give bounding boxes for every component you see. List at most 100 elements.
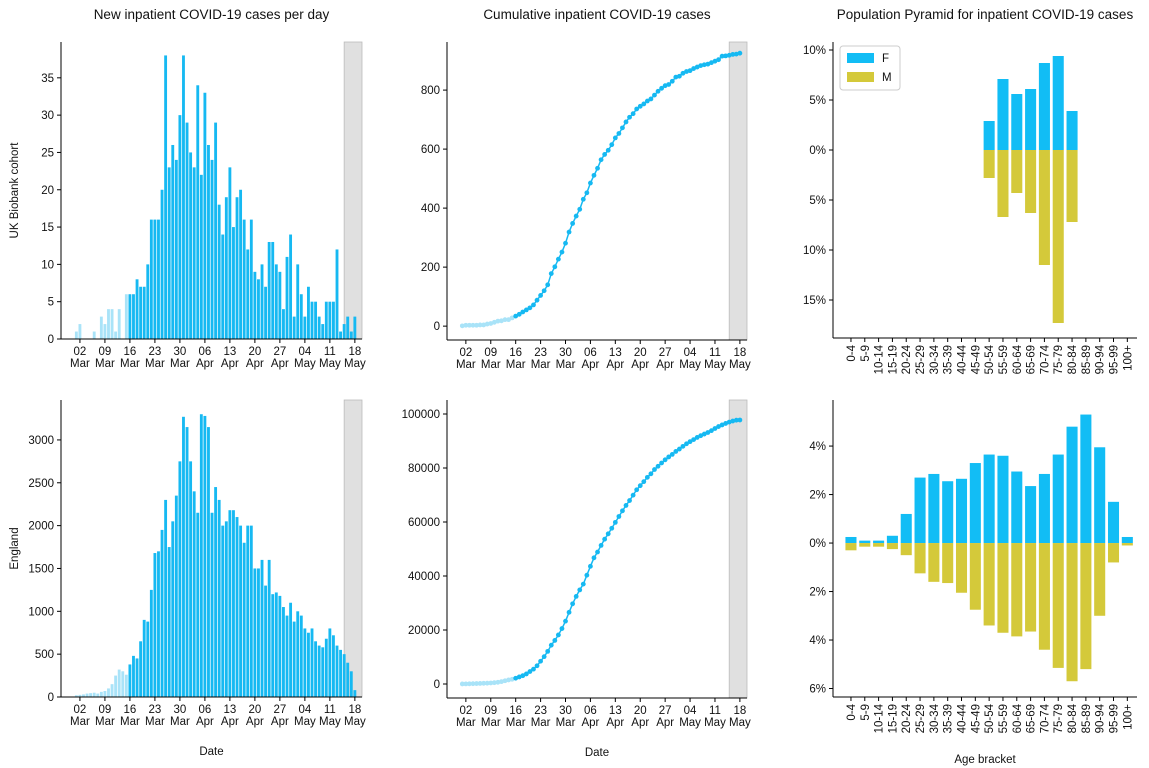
y-tick-label: 20 [41, 185, 54, 197]
point [616, 131, 622, 136]
point [467, 681, 472, 687]
bar [210, 159, 214, 339]
bar [1107, 501, 1120, 544]
bar [110, 309, 114, 339]
point [506, 677, 511, 683]
x-tick-label: 23 Mar [531, 347, 551, 371]
point [580, 581, 586, 587]
bar [164, 499, 168, 697]
bar [235, 517, 239, 697]
x-tick-label: 25-29 [915, 704, 927, 733]
point [627, 114, 632, 120]
y-tick-label: 500 [35, 649, 54, 661]
y-tick-label: 15 [41, 222, 54, 234]
bar [271, 241, 275, 339]
point [634, 106, 640, 112]
x-tick-label: 75-79 [1053, 345, 1065, 374]
y-tick-label: 0 [434, 679, 440, 691]
point [534, 663, 540, 669]
point [555, 632, 561, 638]
point [559, 249, 565, 255]
point [634, 487, 640, 493]
bar [103, 691, 107, 697]
point [669, 78, 675, 84]
point [712, 426, 718, 431]
bar [257, 279, 260, 339]
bar [328, 301, 332, 339]
bar [171, 521, 175, 697]
point [595, 165, 600, 171]
point [620, 125, 625, 131]
point [709, 428, 714, 434]
panel: New inpatient COVID-19 cases per day UK B… [9, 7, 366, 370]
shaded-period [728, 399, 748, 699]
legend-swatch [847, 72, 874, 82]
y-tick-label: 30 [41, 110, 54, 122]
x-tick-label: 100+ [1122, 704, 1134, 730]
bar [242, 542, 246, 697]
point [488, 680, 494, 686]
bar [146, 621, 150, 697]
y-tick-label: 2% [809, 587, 826, 599]
bar [267, 559, 271, 697]
bar [203, 415, 207, 697]
y-tick-label: 2500 [28, 478, 54, 490]
bar [153, 219, 157, 339]
bar [92, 331, 96, 339]
x-tick-label: 25-29 [915, 345, 927, 374]
point [687, 439, 693, 445]
point [470, 681, 476, 687]
x-tick-label: 90-94 [1095, 703, 1107, 733]
point [716, 57, 721, 63]
bar [859, 543, 871, 547]
bar [185, 122, 189, 340]
point [570, 221, 576, 226]
bar [78, 324, 82, 339]
point [495, 318, 501, 324]
bar [135, 658, 139, 697]
y-tick-label: 2% [809, 490, 826, 502]
bar [121, 671, 125, 697]
x-tick-label: 40-44 [957, 344, 969, 374]
point [705, 430, 711, 435]
point [566, 609, 572, 615]
bar [214, 487, 218, 697]
point [484, 680, 490, 686]
bar [278, 595, 282, 697]
x-axis-label: Date [199, 746, 223, 758]
point [509, 315, 515, 321]
point [612, 519, 618, 525]
bar [1011, 543, 1023, 637]
bar [1121, 543, 1133, 546]
bar [1107, 543, 1120, 563]
bar [182, 55, 185, 339]
y-tick-label: 5 [48, 297, 54, 309]
point [737, 417, 743, 423]
x-tick-label: 23 Mar [531, 705, 551, 729]
point [620, 508, 625, 514]
bar [267, 241, 271, 339]
legend-swatch [847, 53, 874, 63]
bar [1025, 150, 1037, 213]
y-tick-label: 0 [48, 692, 54, 704]
bar [282, 607, 285, 697]
bar [253, 271, 257, 339]
point [623, 503, 629, 508]
point [527, 669, 533, 674]
x-tick-label: 16 Mar [120, 704, 140, 728]
point [662, 457, 668, 463]
bar [335, 249, 339, 339]
x-tick-label: 20 Apr [631, 705, 649, 729]
bar [139, 641, 143, 697]
point [612, 135, 618, 141]
x-tick-label: 20 Apr [246, 704, 264, 728]
bar [232, 510, 235, 697]
x-tick-label: 40-44 [957, 703, 969, 733]
x-tick-label: 18 May [729, 705, 751, 729]
y-tick-label: 0 [434, 321, 440, 333]
bar [332, 301, 335, 339]
x-tick-label: 02 Mar [70, 704, 90, 728]
y-tick-label: 20000 [408, 625, 440, 637]
x-tick-label: 06 Apr [581, 705, 599, 729]
x-tick-label: 23 Mar [145, 704, 165, 728]
